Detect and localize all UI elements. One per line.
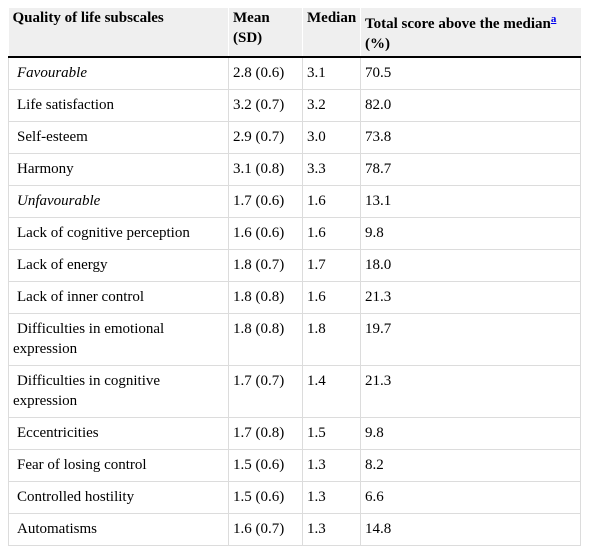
row-mean: 1.8 (0.7): [228, 249, 303, 282]
header-subscales: Quality of life subscales: [8, 8, 229, 58]
header-mean-sd-text: (SD): [233, 30, 263, 46]
row-median: 3.1: [302, 57, 361, 90]
row-percent: 6.6: [360, 481, 581, 514]
table-row: Favourable 2.8 (0.6) 3.1 70.5: [8, 57, 581, 90]
header-total-text: Total score above the median: [365, 16, 551, 32]
table-row: Difficulties in cognitive expression 1.7…: [8, 365, 581, 418]
row-percent: 9.8: [360, 217, 581, 250]
table-row: Unfavourable 1.7 (0.6) 1.6 13.1: [8, 185, 581, 218]
row-median: 1.3: [302, 481, 361, 514]
table-row: Automatisms 1.6 (0.7) 1.3 14.8: [8, 513, 581, 546]
row-mean: 1.7 (0.7): [228, 365, 303, 418]
row-mean: 1.6 (0.6): [228, 217, 303, 250]
row-median: 1.3: [302, 513, 361, 546]
row-percent: 18.0: [360, 249, 581, 282]
table-row: Lack of energy 1.8 (0.7) 1.7 18.0: [8, 249, 581, 282]
row-percent: 19.7: [360, 313, 581, 366]
row-percent: 21.3: [360, 281, 581, 314]
row-median: 1.4: [302, 365, 361, 418]
row-percent: 14.8: [360, 513, 581, 546]
row-label: Harmony: [8, 153, 229, 186]
row-mean: 1.7 (0.6): [228, 185, 303, 218]
row-median: 3.3: [302, 153, 361, 186]
quality-of-life-table: Quality of life subscales Mean (SD) Medi…: [8, 8, 581, 546]
table-row: Life satisfaction 3.2 (0.7) 3.2 82.0: [8, 89, 581, 122]
header-median: Median: [302, 8, 361, 58]
row-label: Life satisfaction: [8, 89, 229, 122]
row-label: Difficulties in cognitive expression: [8, 365, 229, 418]
row-label: Self-esteem: [8, 121, 229, 154]
header-mean: Mean (SD): [228, 8, 303, 58]
row-label: Favourable: [8, 57, 229, 90]
row-mean: 1.5 (0.6): [228, 449, 303, 482]
row-label-line1: Difficulties in cognitive: [17, 373, 161, 389]
row-mean: 2.8 (0.6): [228, 57, 303, 90]
row-label: Lack of energy: [8, 249, 229, 282]
row-median: 1.7: [302, 249, 361, 282]
row-median: 1.6: [302, 185, 361, 218]
row-mean: 2.9 (0.7): [228, 121, 303, 154]
row-mean: 1.7 (0.8): [228, 417, 303, 450]
row-percent: 8.2: [360, 449, 581, 482]
table-row: Fear of losing control 1.5 (0.6) 1.3 8.2: [8, 449, 581, 482]
table-row: Self-esteem 2.9 (0.7) 3.0 73.8: [8, 121, 581, 154]
row-label: Lack of cognitive perception: [8, 217, 229, 250]
row-percent: 82.0: [360, 89, 581, 122]
header-subscales-text: Quality of life subscales: [12, 10, 164, 26]
row-median: 1.6: [302, 217, 361, 250]
table-row: Controlled hostility 1.5 (0.6) 1.3 6.6: [8, 481, 581, 514]
header-row: Quality of life subscales Mean (SD) Medi…: [8, 8, 581, 58]
header-median-text: Median: [307, 10, 357, 26]
row-median: 1.8: [302, 313, 361, 366]
header-percent-text: (%): [365, 36, 390, 52]
row-label: Fear of losing control: [8, 449, 229, 482]
row-median: 1.6: [302, 281, 361, 314]
row-percent: 13.1: [360, 185, 581, 218]
row-percent: 9.8: [360, 417, 581, 450]
row-percent: 78.7: [360, 153, 581, 186]
row-median: 3.0: [302, 121, 361, 154]
row-median: 3.2: [302, 89, 361, 122]
row-median: 1.5: [302, 417, 361, 450]
row-mean: 3.2 (0.7): [228, 89, 303, 122]
row-label: Eccentricities: [8, 417, 229, 450]
row-label: Controlled hostility: [8, 481, 229, 514]
row-median: 1.3: [302, 449, 361, 482]
row-mean: 1.5 (0.6): [228, 481, 303, 514]
header-total-above-median: Total score above the mediana (%): [360, 8, 581, 58]
row-label: Automatisms: [8, 513, 229, 546]
row-percent: 73.8: [360, 121, 581, 154]
table-row: Eccentricities 1.7 (0.8) 1.5 9.8: [8, 417, 581, 450]
quality-of-life-table-container: Quality of life subscales Mean (SD) Medi…: [8, 8, 581, 546]
row-label: Lack of inner control: [8, 281, 229, 314]
row-label-line2: expression: [13, 341, 78, 357]
table-row: Harmony 3.1 (0.8) 3.3 78.7: [8, 153, 581, 186]
header-mean-text: Mean: [233, 10, 270, 26]
footnote-link-a[interactable]: a: [550, 13, 557, 25]
row-mean: 1.8 (0.8): [228, 313, 303, 366]
row-label-line2: expression: [13, 393, 78, 409]
row-percent: 21.3: [360, 365, 581, 418]
table-row: Difficulties in emotional expression 1.8…: [8, 313, 581, 366]
row-label: Difficulties in emotional expression: [8, 313, 229, 366]
table-row: Lack of cognitive perception 1.6 (0.6) 1…: [8, 217, 581, 250]
table-row: Lack of inner control 1.8 (0.8) 1.6 21.3: [8, 281, 581, 314]
row-label-line1: Difficulties in emotional: [17, 321, 165, 337]
row-mean: 1.8 (0.8): [228, 281, 303, 314]
row-mean: 1.6 (0.7): [228, 513, 303, 546]
row-label: Unfavourable: [8, 185, 229, 218]
row-mean: 3.1 (0.8): [228, 153, 303, 186]
row-percent: 70.5: [360, 57, 581, 90]
